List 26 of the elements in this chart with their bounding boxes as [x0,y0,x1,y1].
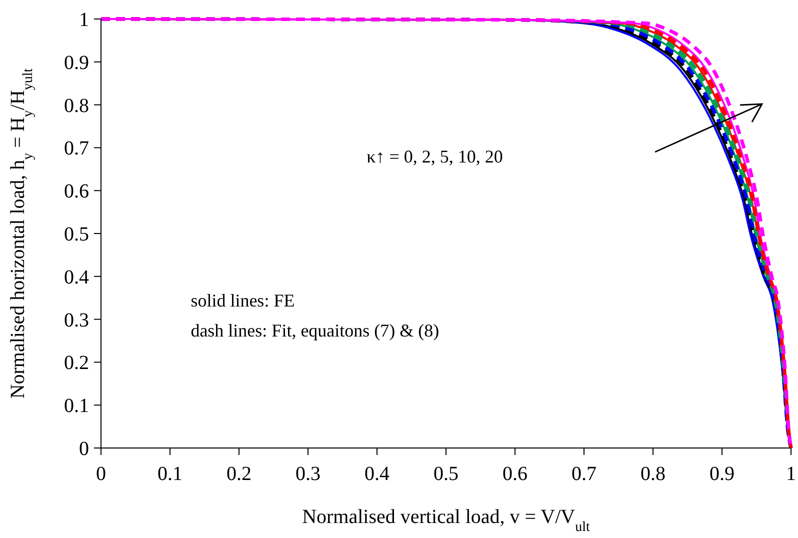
y-tick-label: 0.8 [64,94,89,117]
y-tick-label: 0 [79,438,89,460]
x-tick-label: 0.8 [640,463,666,485]
x-tick-label: 0.9 [710,463,734,485]
y-tick-label: 1 [79,9,89,31]
y-tick-label: 0.4 [64,266,89,288]
x-tick-label: 0.3 [296,463,320,485]
y-tick-label: 0.9 [64,52,89,74]
x-tick-label: 0.4 [364,463,390,485]
y-tick-label: 0.6 [64,180,89,203]
x-tick-label: 0.2 [226,463,252,485]
x-tick-label: 0.5 [434,463,458,485]
x-tick-label: 0.1 [158,463,182,485]
y-tick-label: 0.1 [64,395,89,418]
y-tick-label: 0.7 [64,138,89,160]
x-tick-label: 1 [786,463,796,485]
annotation: κ↑ = 0, 2, 5, 10, 20 [366,146,503,167]
x-tick-label: 0.6 [502,463,528,485]
annotation: solid lines: FE [190,290,295,310]
x-axis-title: Normalised vertical load, v = V/V$_{ult}$ [302,506,590,534]
y-tick-label: 0.5 [64,224,89,246]
y-tick-label: 0.2 [64,352,89,374]
x-tick-label: 0.7 [572,463,596,485]
annotation: dash lines: Fit, equaitons (7) & (8) [190,320,440,340]
x-tick-label: 0 [96,463,106,485]
y-tick-label: 0.3 [64,309,89,332]
